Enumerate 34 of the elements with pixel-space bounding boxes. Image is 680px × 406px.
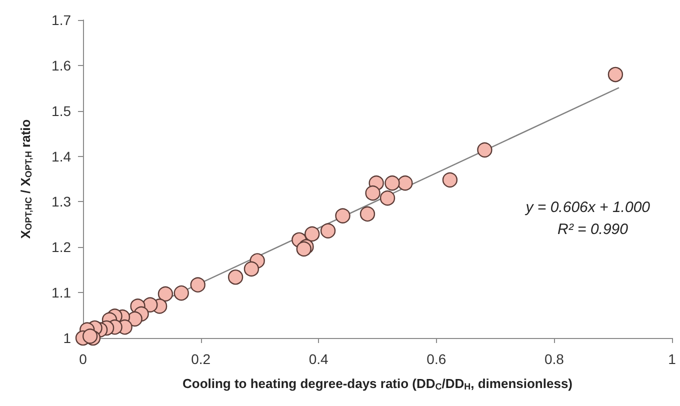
point [360, 206, 376, 222]
x-tick-label: 0.4 [308, 351, 329, 367]
annotation: R² = 0.990 [558, 221, 629, 238]
point [365, 185, 380, 201]
x-tick-label: 1 [668, 351, 676, 367]
point [228, 270, 244, 285]
y-axis-title: XOPT,HC / XOPT,H ratio [18, 119, 34, 239]
point [190, 277, 206, 292]
y-tick-label: 1.2 [52, 239, 72, 256]
y-tick-label: 1.6 [52, 57, 72, 74]
point [320, 223, 336, 238]
point [398, 175, 413, 191]
y-tick-label: 1.1 [52, 284, 72, 301]
x-tick-label: 0.8 [544, 351, 564, 367]
point [304, 226, 320, 242]
x-tick-label: 0.6 [426, 351, 446, 367]
y-tick-label: 1.7 [52, 12, 72, 28]
point [384, 175, 400, 191]
point [442, 172, 458, 188]
y-tick-label: 1.4 [52, 148, 72, 164]
point [380, 190, 396, 206]
point [174, 285, 189, 301]
x-tick-label: 0.2 [191, 351, 211, 367]
point [335, 208, 350, 224]
point [244, 261, 260, 277]
point [82, 328, 98, 344]
y-tick-label: 1.3 [52, 194, 72, 210]
point [608, 66, 624, 82]
y-tick-label: 1.5 [52, 102, 72, 119]
point [477, 142, 492, 158]
point [158, 286, 174, 302]
y-tick-label: 1 [63, 330, 72, 346]
x-tick-label: 0 [79, 351, 88, 367]
annotation: y = 0.606x + 1.000 [524, 199, 651, 216]
